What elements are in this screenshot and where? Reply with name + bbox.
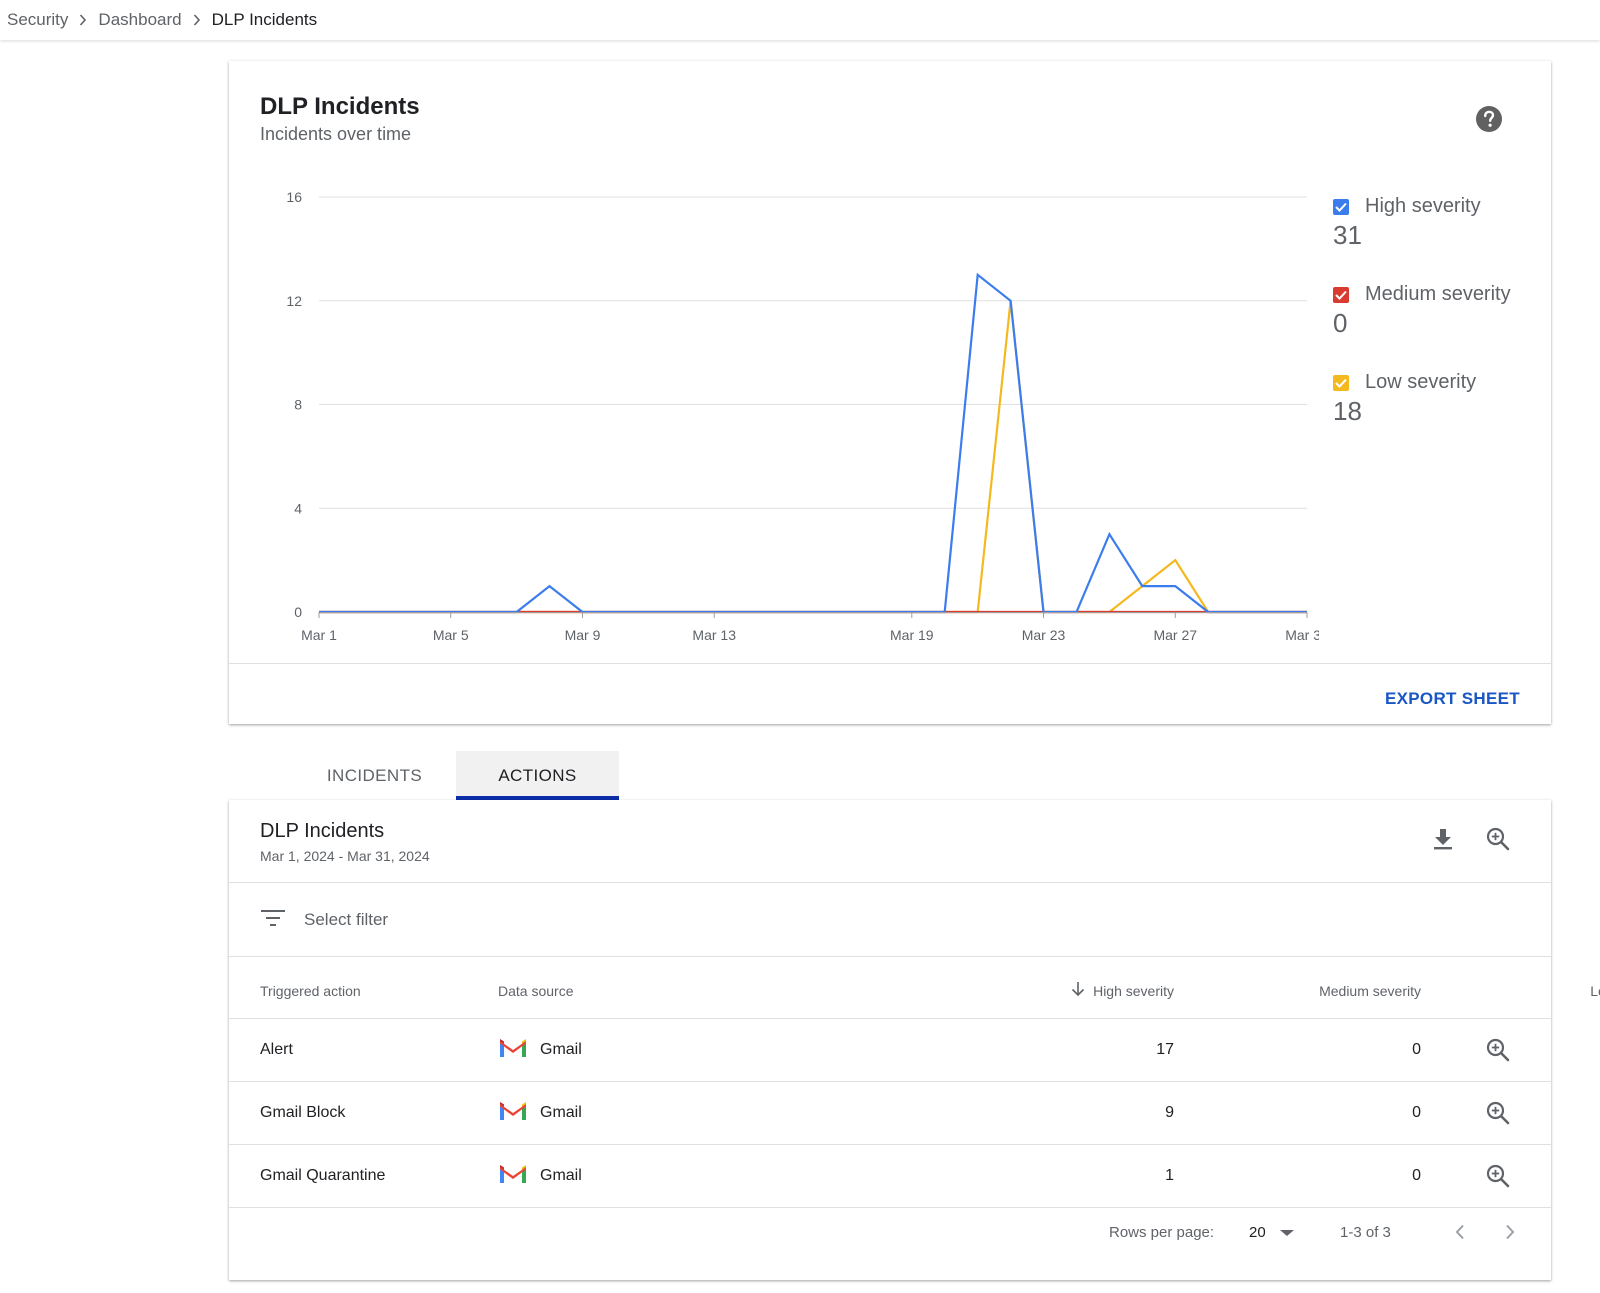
chevron-right-icon[interactable]: [1495, 1217, 1525, 1247]
legend-item[interactable]: Low severity 18: [1333, 371, 1476, 427]
gmail-icon: [498, 1100, 528, 1127]
rows-per-page-select[interactable]: 20: [1249, 1217, 1294, 1247]
x-tick-label: Mar 31: [1285, 627, 1319, 643]
source-label: Gmail: [540, 1104, 582, 1121]
breadcrumb: Security Dashboard DLP Incidents: [0, 0, 1600, 40]
table-title: DLP Incidents: [260, 820, 385, 842]
y-tick-label: 4: [294, 500, 302, 516]
x-tick-label: Mar 27: [1153, 627, 1197, 643]
legend-item[interactable]: Medium severity 0: [1333, 283, 1511, 339]
column-header-label: High severity: [1093, 982, 1174, 999]
filter-icon: [260, 908, 286, 933]
column-header-medium-severity[interactable]: Medium severity: [1319, 983, 1421, 999]
cell-action: Gmail Block: [260, 1104, 346, 1121]
table-card: DLP Incidents Mar 1, 2024 - Mar 31, 2024…: [229, 800, 1600, 1280]
tab-bar: INCIDENTS ACTIONS: [293, 751, 619, 800]
legend-label: Low severity: [1365, 371, 1477, 393]
y-tick-label: 8: [294, 397, 302, 413]
divider: [229, 1144, 1551, 1145]
x-tick-label: Mar 19: [890, 627, 934, 643]
breadcrumb-dlp-incidents: DLP Incidents: [211, 10, 318, 29]
chart-subtitle: Incidents over time: [260, 124, 412, 144]
divider: [229, 882, 1551, 883]
column-header-data-source[interactable]: Data source: [498, 983, 574, 999]
table-row[interactable]: Gmail Quarantine Gmail 1 0 0: [229, 1145, 1551, 1207]
gmail-icon: [498, 1037, 528, 1064]
legend-item[interactable]: High severity 31: [1333, 195, 1481, 251]
cell-medium: 0: [1412, 1104, 1421, 1121]
cell-high: 1: [1165, 1167, 1174, 1184]
breadcrumb-dashboard[interactable]: Dashboard: [98, 10, 182, 29]
x-tick-label: Mar 9: [565, 627, 601, 643]
page-range: 1-3 of 3: [1340, 1223, 1391, 1241]
checkbox-checked-icon[interactable]: [1333, 198, 1349, 215]
x-tick-label: Mar 5: [433, 627, 469, 643]
column-header-high-severity[interactable]: High severity: [829, 981, 1174, 1000]
chevron-right-icon: [68, 14, 98, 26]
zoom-in-icon[interactable]: [1483, 824, 1513, 854]
checkbox-checked-icon[interactable]: [1333, 286, 1349, 303]
chart-title: DLP Incidents: [260, 93, 420, 120]
source-label: Gmail: [540, 1167, 582, 1184]
cell-high: 17: [1156, 1041, 1174, 1058]
legend-label: Medium severity: [1365, 283, 1511, 305]
cell-action: Alert: [260, 1041, 293, 1058]
tab-actions[interactable]: ACTIONS: [456, 751, 619, 800]
tab-incidents[interactable]: INCIDENTS: [326, 765, 423, 785]
cell-medium: 0: [1412, 1167, 1421, 1184]
cell-action: Gmail Quarantine: [260, 1167, 386, 1184]
y-tick-label: 12: [286, 293, 302, 309]
filter-bar[interactable]: Select filter: [260, 904, 388, 936]
checkbox-checked-icon[interactable]: [1333, 374, 1349, 391]
chevron-right-icon: [182, 14, 212, 26]
x-tick-label: Mar 1: [301, 627, 337, 643]
table-row[interactable]: Alert Gmail 17 0 0: [229, 1019, 1551, 1081]
chart-card: DLP Incidents Incidents over time 0 4 8 12 1…: [229, 61, 1551, 724]
zoom-in-icon[interactable]: [1483, 1035, 1513, 1065]
legend-count: 18: [1333, 396, 1362, 426]
series-line-high-severity: [319, 272, 1307, 614]
legend-count: 0: [1333, 308, 1348, 338]
y-tick-label: 16: [286, 189, 302, 205]
cell-source: Gmail: [498, 1082, 582, 1144]
gmail-icon: [498, 1163, 528, 1190]
export-sheet-button[interactable]: EXPORT SHEET: [1385, 689, 1520, 708]
column-header-triggered-action[interactable]: Triggered action: [260, 983, 361, 999]
legend-row[interactable]: Medium severity: [1333, 283, 1511, 306]
legend-count: 31: [1333, 220, 1362, 250]
zoom-in-icon[interactable]: [1483, 1098, 1513, 1128]
cell-source: Gmail: [498, 1145, 582, 1207]
breadcrumb-security[interactable]: Security: [7, 10, 69, 29]
line-chart: 0 4 8 12 16 Mar 1 Mar 5 Mar 9 Mar 13 Mar 19 Mar 23…: [286, 189, 1319, 643]
card-divider: [229, 663, 1551, 664]
legend-label: High severity: [1365, 195, 1481, 217]
caret-down-icon: [1279, 1224, 1294, 1241]
legend-row[interactable]: High severity: [1333, 195, 1481, 218]
help-circle-icon[interactable]: [1475, 105, 1503, 133]
table-row[interactable]: Gmail Block Gmail 9 0 18: [229, 1082, 1551, 1144]
rows-per-page-label: Rows per page:: [1109, 1223, 1215, 1241]
divider: [229, 1207, 1551, 1208]
x-tick-label: Mar 23: [1022, 627, 1066, 643]
source-label: Gmail: [540, 1041, 582, 1058]
y-tick-label: 0: [294, 604, 302, 620]
divider: [229, 1081, 1551, 1082]
x-tick-label: Mar 13: [692, 627, 736, 643]
column-header-low-severity[interactable]: Low severity: [1590, 983, 1600, 999]
divider: [229, 956, 1551, 957]
cell-medium: 0: [1412, 1041, 1421, 1058]
arrow-down-icon: [1071, 981, 1085, 1000]
zoom-in-icon[interactable]: [1483, 1161, 1513, 1191]
rows-per-page-value: 20: [1249, 1223, 1266, 1241]
divider: [229, 1018, 1551, 1019]
chevron-left-icon[interactable]: [1445, 1217, 1475, 1247]
download-icon[interactable]: [1428, 824, 1458, 854]
date-range: Mar 1, 2024 - Mar 31, 2024: [260, 848, 430, 864]
cell-high: 9: [1165, 1104, 1174, 1121]
series-line-low-severity: [319, 300, 1307, 614]
legend-row[interactable]: Low severity: [1333, 371, 1476, 394]
cell-source: Gmail: [498, 1019, 582, 1081]
filter-placeholder: Select filter: [304, 910, 389, 929]
